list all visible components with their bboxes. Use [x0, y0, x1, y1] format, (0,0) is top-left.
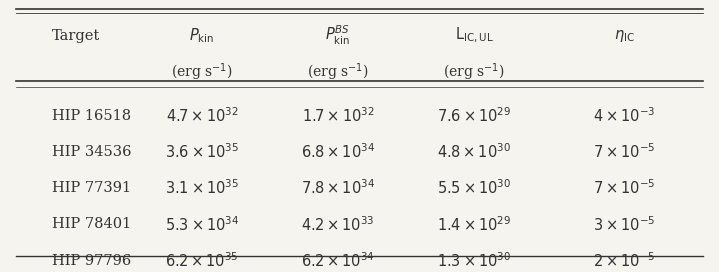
Text: $1.3 \times 10^{30}$: $1.3 \times 10^{30}$ [437, 251, 511, 270]
Text: $7 \times 10^{-5}$: $7 \times 10^{-5}$ [593, 179, 656, 197]
Text: $3.1 \times 10^{35}$: $3.1 \times 10^{35}$ [165, 179, 239, 197]
Text: HIP 77391: HIP 77391 [52, 181, 131, 195]
Text: (erg s$^{-1}$): (erg s$^{-1}$) [171, 61, 233, 83]
Text: $6.2 \times 10^{34}$: $6.2 \times 10^{34}$ [301, 251, 375, 270]
Text: (erg s$^{-1}$): (erg s$^{-1}$) [307, 61, 369, 83]
Text: $P_{\rm kin}$: $P_{\rm kin}$ [189, 26, 214, 45]
Text: HIP 16518: HIP 16518 [52, 109, 131, 123]
Text: $7 \times 10^{-5}$: $7 \times 10^{-5}$ [593, 143, 656, 161]
Text: $4.2 \times 10^{33}$: $4.2 \times 10^{33}$ [301, 215, 375, 234]
Text: $3 \times 10^{-5}$: $3 \times 10^{-5}$ [593, 215, 656, 234]
Text: $\eta_{\rm IC}$: $\eta_{\rm IC}$ [614, 27, 635, 44]
Text: (erg s$^{-1}$): (erg s$^{-1}$) [443, 61, 505, 83]
Text: HIP 97796: HIP 97796 [52, 254, 131, 268]
Text: $4 \times 10^{-3}$: $4 \times 10^{-3}$ [593, 106, 656, 125]
Text: Target: Target [52, 29, 100, 42]
Text: HIP 78401: HIP 78401 [52, 217, 131, 231]
Text: $5.5 \times 10^{30}$: $5.5 \times 10^{30}$ [437, 179, 511, 197]
Text: $6.8 \times 10^{34}$: $6.8 \times 10^{34}$ [301, 143, 375, 161]
Text: HIP 34536: HIP 34536 [52, 145, 131, 159]
Text: $2 \times 10^{-5}$: $2 \times 10^{-5}$ [593, 251, 656, 270]
Text: $7.8 \times 10^{34}$: $7.8 \times 10^{34}$ [301, 179, 375, 197]
Text: $\mathrm{L_{IC,UL}}$: $\mathrm{L_{IC,UL}}$ [454, 26, 493, 45]
Text: $5.3 \times 10^{34}$: $5.3 \times 10^{34}$ [165, 215, 239, 234]
Text: $7.6 \times 10^{29}$: $7.6 \times 10^{29}$ [437, 106, 511, 125]
Text: $P_{\rm kin}^{BS}$: $P_{\rm kin}^{BS}$ [326, 24, 351, 47]
Text: $3.6 \times 10^{35}$: $3.6 \times 10^{35}$ [165, 143, 239, 161]
Text: $1.4 \times 10^{29}$: $1.4 \times 10^{29}$ [437, 215, 511, 234]
Text: $4.8 \times 10^{30}$: $4.8 \times 10^{30}$ [437, 143, 511, 161]
Text: $1.7 \times 10^{32}$: $1.7 \times 10^{32}$ [302, 106, 375, 125]
Text: $4.7 \times 10^{32}$: $4.7 \times 10^{32}$ [165, 106, 238, 125]
Text: $6.2 \times 10^{35}$: $6.2 \times 10^{35}$ [165, 251, 239, 270]
